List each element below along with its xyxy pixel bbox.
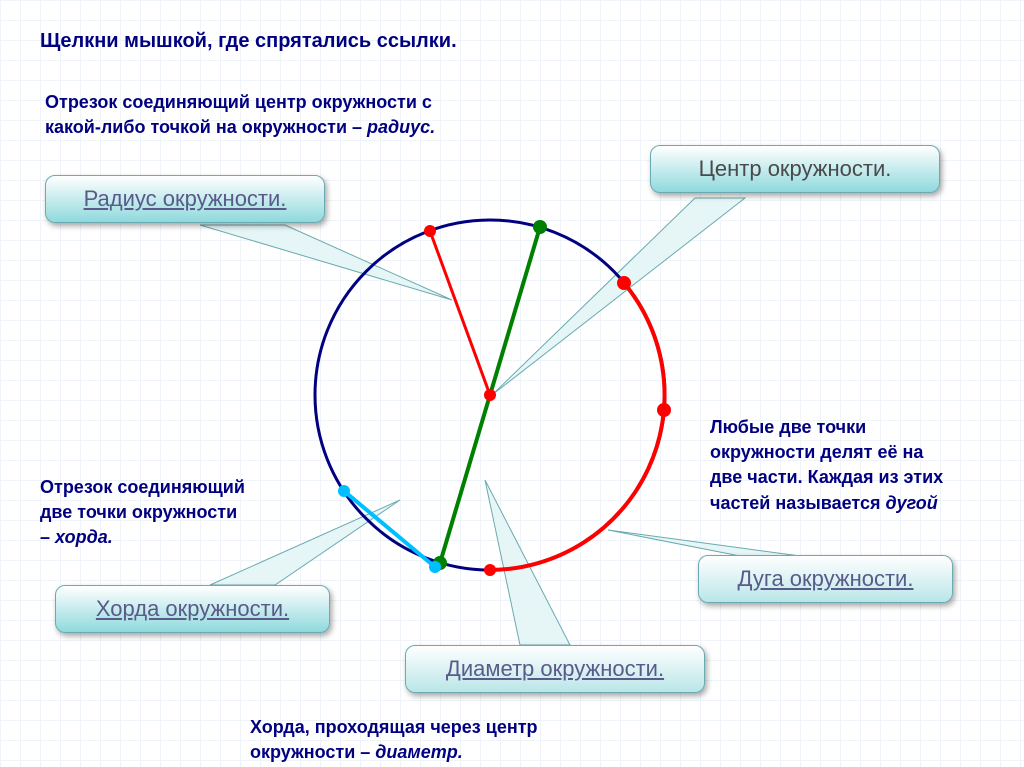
callout-radius[interactable]: Радиус окружности. (45, 175, 325, 223)
callout-diameter[interactable]: Диаметр окружности. (405, 645, 705, 693)
page-title: Щелкни мышкой, где спрятались ссылки. (40, 30, 457, 53)
definition-arc: Любые две точкиокружности делят её надве… (710, 415, 943, 516)
callout-center[interactable]: Центр окружности. (650, 145, 940, 193)
definition-radius: Отрезок соединяющий центр окружности ска… (45, 90, 435, 140)
definition-diameter: Хорда, проходящая через центрокружности … (250, 715, 538, 765)
definition-chord: Отрезок соединяющийдве точки окружности–… (40, 475, 245, 551)
callout-chord[interactable]: Хорда окружности. (55, 585, 330, 633)
callout-arc[interactable]: Дуга окружности. (698, 555, 953, 603)
